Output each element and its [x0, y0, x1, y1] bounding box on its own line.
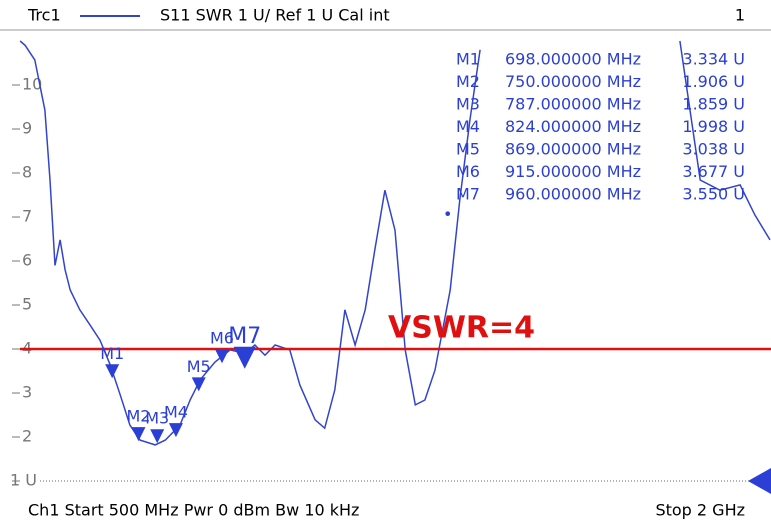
- footer-left: Ch1 Start 500 MHz Pwr 0 dBm Bw 10 kHz: [28, 501, 359, 520]
- marker-table-name: M3: [456, 95, 480, 114]
- marker-label: M6: [210, 329, 234, 348]
- y-tick-label: 2: [22, 427, 32, 446]
- marker-label: M5: [187, 357, 211, 376]
- marker-table-name: M6: [456, 162, 480, 181]
- marker-triangle: [233, 346, 256, 369]
- y-tick-label: 8: [22, 163, 32, 182]
- marker-table-value: 1.859 U: [682, 95, 745, 114]
- marker-label: M3: [145, 409, 169, 428]
- marker-table-name: M7: [456, 185, 480, 204]
- marker-table-value: 1.998 U: [682, 117, 745, 136]
- marker-triangle: [168, 423, 183, 438]
- trace-description: S11 SWR 1 U/ Ref 1 U Cal int: [160, 6, 390, 25]
- marker-table-x: 824.000000 MHz: [505, 117, 641, 136]
- footer-right: Stop 2 GHz: [655, 501, 745, 520]
- threshold-label: VSWR=4: [388, 311, 535, 346]
- y-tick-label: 5: [22, 295, 32, 314]
- marker-table-value: 3.677 U: [682, 162, 745, 181]
- marker-table-x: 750.000000 MHz: [505, 72, 641, 91]
- marker-label: M4: [164, 403, 188, 422]
- marker-label: M2: [127, 407, 151, 426]
- marker-triangle: [150, 429, 165, 444]
- marker-table-x: 787.000000 MHz: [505, 95, 641, 114]
- marker-label: M1: [100, 344, 124, 363]
- marker-table-x: 698.000000 MHz: [505, 50, 641, 69]
- active-marker-dot: •: [443, 205, 452, 224]
- marker-triangle: [105, 364, 120, 379]
- channel-number: 1: [735, 6, 745, 25]
- marker-table-name: M1: [456, 50, 480, 69]
- marker-label: M7: [228, 324, 261, 349]
- y-tick-label: 1 U: [10, 471, 37, 490]
- trace-label: Trc1: [27, 6, 61, 25]
- y-tick-label: 9: [22, 119, 32, 138]
- y-tick-label: 10: [22, 75, 42, 94]
- marker-table-value: 3.038 U: [682, 140, 745, 159]
- y-tick-label: 3: [22, 383, 32, 402]
- reference-marker: [748, 468, 771, 494]
- marker-table-x: 915.000000 MHz: [505, 162, 641, 181]
- marker-table-x: 869.000000 MHz: [505, 140, 641, 159]
- marker-table-name: M5: [456, 140, 480, 159]
- marker-triangle: [191, 377, 206, 392]
- marker-table-name: M4: [456, 117, 480, 136]
- y-tick-label: 7: [22, 207, 32, 226]
- marker-table-value: 3.550 U: [682, 185, 745, 204]
- marker-table-value: 1.906 U: [682, 72, 745, 91]
- y-tick-label: 6: [22, 251, 32, 270]
- marker-triangle: [214, 349, 229, 364]
- marker-triangle: [131, 427, 146, 442]
- marker-table-name: M2: [456, 72, 480, 91]
- marker-table-x: 960.000000 MHz: [505, 185, 641, 204]
- marker-table-value: 3.334 U: [682, 50, 745, 69]
